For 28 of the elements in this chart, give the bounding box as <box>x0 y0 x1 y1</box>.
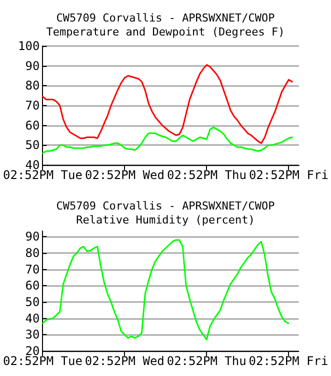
y-tick-label: 40 <box>25 311 40 326</box>
y-tick-label: 50 <box>25 295 40 310</box>
y-tick-label: 30 <box>25 328 40 342</box>
y-tick-label: 80 <box>25 78 40 93</box>
x-tick-label: 02:52PM Tue <box>2 168 82 182</box>
x-tick-label: 02:52PM Fri <box>248 354 328 368</box>
line-series <box>42 126 293 154</box>
x-tick-label: 02:52PM Fri <box>248 168 328 182</box>
x-tick-label: 02:52PM Wed <box>84 354 164 368</box>
y-tick-label: 90 <box>25 58 40 73</box>
y-tick-label: 70 <box>25 98 40 112</box>
y-tick-label: 60 <box>25 118 40 132</box>
y-tick-label: 80 <box>25 246 40 260</box>
x-tick-label: 02:52PM Thu <box>166 354 246 368</box>
y-tick-label: 60 <box>25 278 40 293</box>
y-tick-label: 50 <box>25 138 40 152</box>
line-series <box>42 239 290 340</box>
x-tick-label: 02:52PM Thu <box>166 168 246 182</box>
chart-subtitle: Temperature and Dewpoint (Degrees F) <box>46 26 285 38</box>
chart-subtitle: Relative Humidity (percent) <box>76 214 255 226</box>
y-tick-label: 90 <box>25 230 40 244</box>
x-tick-label: 02:52PM Tue <box>2 354 82 368</box>
chart-title: CW5709 Corvallis - APRSWXNET/CWOP <box>56 200 276 212</box>
x-tick-label: 02:52PM Wed <box>84 168 164 182</box>
y-tick-label: 100 <box>18 39 40 53</box>
line-series <box>42 64 293 144</box>
y-tick-label: 70 <box>25 262 40 276</box>
chart-title: CW5709 Corvallis - APRSWXNET/CWOP <box>56 12 276 24</box>
